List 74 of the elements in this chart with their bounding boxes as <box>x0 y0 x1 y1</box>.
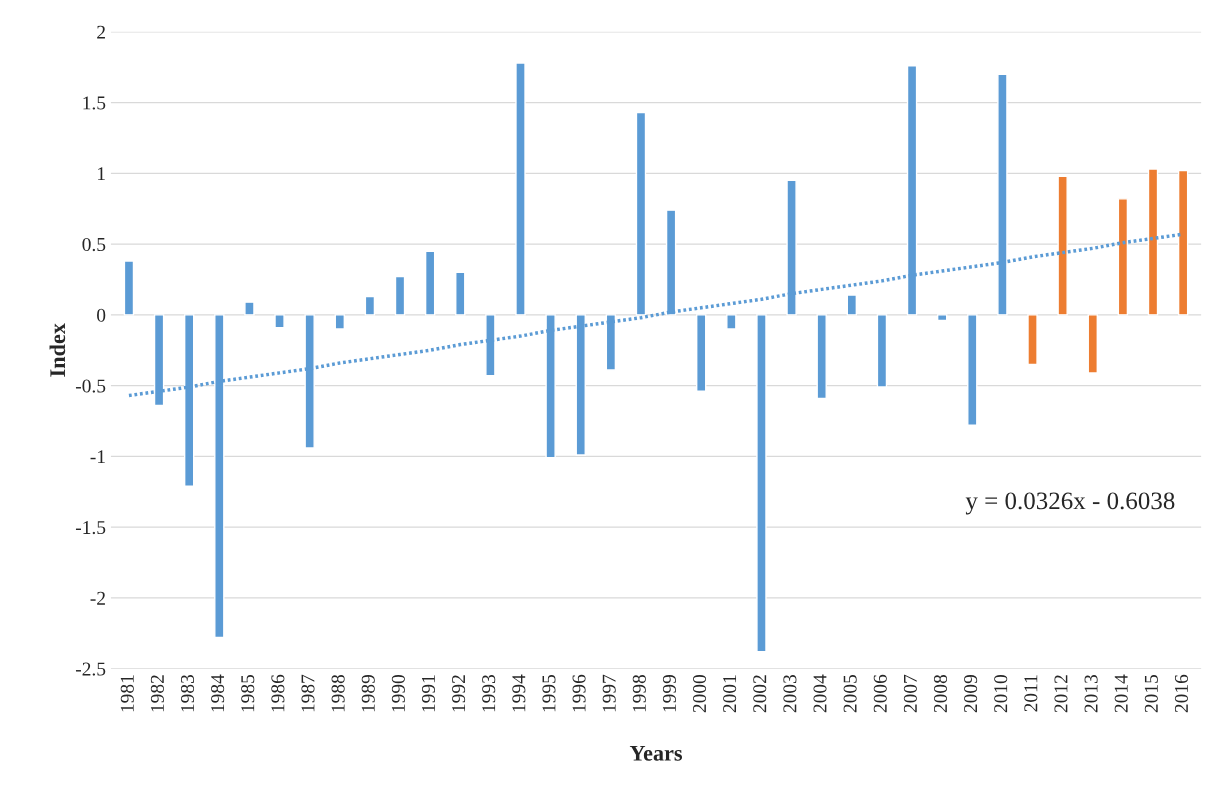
bar <box>394 275 406 316</box>
x-tick-label: 2013 <box>1084 674 1098 713</box>
bar <box>1147 168 1159 316</box>
bar <box>334 314 345 330</box>
bar <box>485 314 496 377</box>
x-tick-label: 1992 <box>452 675 466 712</box>
x-tick-label: 2014 <box>1114 674 1128 713</box>
bar <box>515 62 526 316</box>
x-tick-label: 1983 <box>180 674 195 712</box>
bar <box>1087 314 1098 374</box>
x-tick-label: 1996 <box>572 674 586 712</box>
x-tick-label: 1986 <box>271 674 285 712</box>
x-tick-label: 2007 <box>903 674 917 713</box>
bar <box>756 314 767 653</box>
bar <box>1177 169 1189 316</box>
x-tick-label: 1999 <box>662 674 676 712</box>
y-tick-label: 1.5 <box>83 96 106 110</box>
x-tick-label: 2008 <box>933 674 948 713</box>
y-tick-label: 1 <box>98 167 105 181</box>
x-tick-label: 1987 <box>301 674 315 712</box>
x-tick-label: 2010 <box>994 674 1008 713</box>
x-tick-label: 2004 <box>813 674 827 713</box>
x-tick-label: 1985 <box>241 674 255 712</box>
bar <box>244 301 255 316</box>
bar <box>967 314 978 426</box>
bar <box>1057 175 1068 316</box>
x-tick-label: 2006 <box>873 674 887 713</box>
x-tick-label: 1997 <box>602 674 616 712</box>
y-tick-label: 0.5 <box>82 237 106 252</box>
x-tick-label: 1998 <box>632 674 646 712</box>
y-tick-label: -1 <box>90 450 105 464</box>
bar <box>364 295 376 316</box>
x-tick-label: 2000 <box>692 674 707 713</box>
bar <box>1027 314 1038 366</box>
x-tick-label: 2011 <box>1024 675 1038 712</box>
bar <box>605 314 617 371</box>
x-tick-label: 1984 <box>211 674 225 712</box>
x-tick-label: 1982 <box>150 675 164 712</box>
x-axis-title: Years <box>629 745 683 761</box>
bar <box>424 250 436 316</box>
x-tick-label: 2009 <box>964 674 978 713</box>
annotation: y = 0.0326x - 0.6038 <box>965 492 1175 515</box>
y-tick-label: 0 <box>97 308 106 322</box>
bar <box>846 294 858 316</box>
x-tick-label: 2012 <box>1054 675 1068 713</box>
x-tick-label: 1991 <box>421 675 436 712</box>
x-tick-label: 1994 <box>512 674 526 712</box>
x-tick-label: 2005 <box>843 674 857 713</box>
bar <box>455 271 466 316</box>
x-tick-label: 2015 <box>1144 674 1158 713</box>
bar <box>274 314 285 329</box>
bar <box>696 314 707 392</box>
x-tick-label: 1995 <box>542 674 556 712</box>
x-tick-label: 2003 <box>783 674 797 713</box>
y-tick-label: -2 <box>90 591 105 605</box>
x-tick-label: 1993 <box>482 674 496 712</box>
bar <box>726 314 737 330</box>
y-axis-title: Index <box>49 323 66 377</box>
bar <box>1117 198 1129 316</box>
bar <box>816 314 827 400</box>
y-tick-label: -2.5 <box>75 662 106 676</box>
bar <box>876 314 888 388</box>
bar <box>936 314 948 322</box>
x-tick-label: 1989 <box>361 674 375 712</box>
x-tick-label: 2002 <box>753 675 767 713</box>
x-tick-label: 2001 <box>723 675 737 713</box>
x-tick-label: 1988 <box>331 674 345 712</box>
y-tick-label: 2 <box>97 25 105 39</box>
bar <box>123 260 135 316</box>
x-tick-label: 2016 <box>1174 674 1188 713</box>
y-tick-label: -1.5 <box>75 521 106 535</box>
y-tick-label: -0.5 <box>75 379 106 393</box>
x-tick-label: 1981 <box>120 675 134 712</box>
x-tick-label: 1990 <box>391 674 405 712</box>
